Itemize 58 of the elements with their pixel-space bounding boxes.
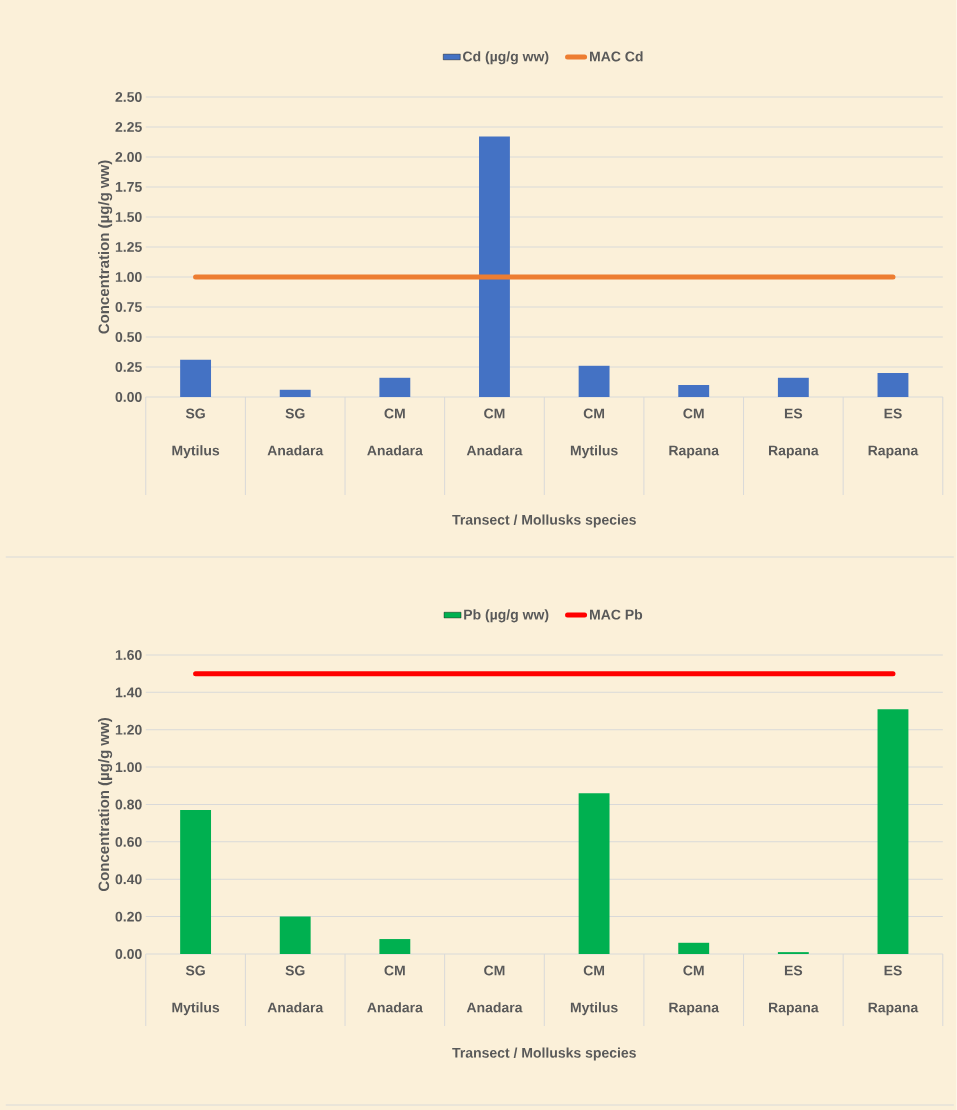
y-tick-label: 1.00 <box>115 272 142 282</box>
y-tick-label: 0.75 <box>115 302 142 312</box>
y-tick-label: 2.50 <box>115 92 142 102</box>
category-label: SG Mytilus <box>172 965 220 1016</box>
y-tick-label: 0.60 <box>115 836 142 847</box>
category-label: ES Rapana <box>868 965 919 1016</box>
bar <box>578 793 610 954</box>
legend-label: MAC Pb <box>590 609 643 620</box>
category-label: ES Rapana <box>769 965 819 1016</box>
category-label: SG Mytilus <box>172 408 220 459</box>
legend-label: Cd (µg/g ww) <box>463 51 549 65</box>
y-tick-label: 0.50 <box>115 332 142 342</box>
category-label: CM Anadara <box>466 965 523 1013</box>
bar <box>877 709 909 954</box>
category-label: ES Rapana <box>769 408 819 459</box>
y-axis-title: Concentration (µg/g ww) <box>98 718 113 892</box>
y-tick-label: 1.75 <box>115 182 142 192</box>
y-tick-label: 0.00 <box>115 949 142 959</box>
legend-label: MAC Cd <box>590 51 643 62</box>
category-label: CM Rapana <box>669 965 720 1016</box>
y-tick-label: 1.50 <box>115 212 142 222</box>
category-label: CM Mytilus <box>571 408 618 459</box>
category-label: SG Anadara <box>267 408 324 456</box>
category-label: CM Rapana <box>669 408 720 459</box>
y-tick-label: 1.20 <box>115 724 142 735</box>
y-tick-label: 2.00 <box>115 152 142 162</box>
y-tick-label: 0.20 <box>115 911 142 922</box>
category-label: CM Mytilus <box>571 965 618 1016</box>
x-axis-title: Transect / Mollusks species <box>452 514 637 528</box>
bar <box>279 916 311 954</box>
bar <box>778 377 809 397</box>
bar <box>678 384 710 397</box>
y-tick-label: 0.00 <box>115 392 142 402</box>
bar <box>379 939 411 954</box>
category-label: SG Anadara <box>267 965 324 1013</box>
y-tick-label: 1.40 <box>115 687 142 698</box>
legend-label: Pb (µg/g ww) <box>464 609 549 623</box>
category-label: CM Anadara <box>367 408 424 456</box>
y-tick-label: 0.25 <box>115 362 142 372</box>
y-tick-label: 2.25 <box>115 122 142 132</box>
y-tick-label: 1.60 <box>115 650 142 660</box>
bar <box>180 810 212 954</box>
category-label: ES Rapana <box>868 408 919 459</box>
category-label: CM Anadara <box>367 965 424 1013</box>
y-tick-label: 1.25 <box>115 242 142 252</box>
bar <box>877 372 909 397</box>
bar <box>479 136 511 397</box>
y-axis-title: Concentration (µg/g ww) <box>98 160 113 334</box>
bar <box>180 359 212 397</box>
category-label: CM Anadara <box>466 408 523 456</box>
bar <box>678 942 710 954</box>
y-tick-label: 0.40 <box>115 874 142 885</box>
y-tick-label: 0.80 <box>115 799 142 810</box>
bar <box>578 365 610 397</box>
y-tick-label: 1.00 <box>115 762 142 773</box>
bar <box>279 389 311 397</box>
bar <box>379 377 411 397</box>
x-axis-title: Transect / Mollusks species <box>452 1047 637 1061</box>
